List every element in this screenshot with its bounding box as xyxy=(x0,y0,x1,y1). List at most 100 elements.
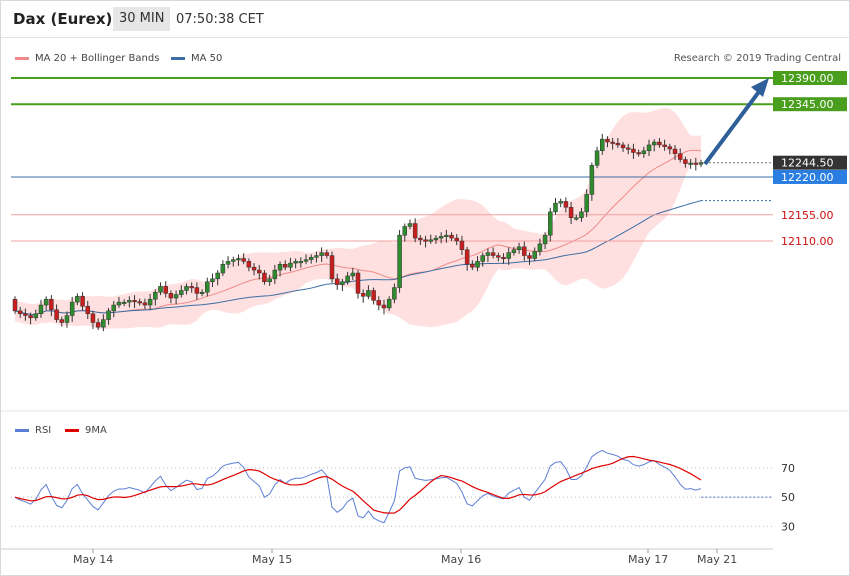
candle-body xyxy=(625,147,631,150)
candle-body xyxy=(28,315,33,319)
candle-body xyxy=(199,291,205,294)
candle-body xyxy=(574,217,579,220)
candle-body xyxy=(329,255,335,280)
rsi-tick-label: 70 xyxy=(781,462,795,475)
candle-body xyxy=(75,296,80,303)
rsi-swatch xyxy=(15,428,29,432)
candle-body xyxy=(54,309,59,320)
candle-body xyxy=(111,304,116,312)
candle-body xyxy=(314,255,319,258)
candle-body xyxy=(173,294,179,299)
candle-body xyxy=(683,159,688,164)
candle-body xyxy=(511,249,517,253)
candle-body xyxy=(527,255,532,259)
candle-body xyxy=(90,313,96,323)
clock-time: 07:50:38 CET xyxy=(176,12,264,27)
candle-body xyxy=(579,211,584,218)
candle-body xyxy=(501,257,506,260)
candle-body xyxy=(662,144,667,147)
candle-body xyxy=(418,237,423,241)
candle-body xyxy=(464,249,470,265)
candle-body xyxy=(444,234,449,237)
candle-body xyxy=(246,261,252,268)
legend-rsi: RSI xyxy=(15,425,51,436)
candle-body xyxy=(516,246,522,250)
candle-body xyxy=(132,300,137,303)
candle-body xyxy=(43,298,49,306)
candle-body xyxy=(542,234,548,245)
x-tick-label: May 17 xyxy=(628,553,668,566)
rsi-label: RSI xyxy=(35,425,52,436)
candle-body xyxy=(184,286,189,291)
candle-body xyxy=(371,290,376,301)
forecast-arrow xyxy=(703,87,763,166)
price-tag-bg xyxy=(773,169,847,184)
price-tag-text: 12220.00 xyxy=(781,171,834,184)
price-tag-text: 12155.00 xyxy=(781,209,834,222)
candle-body xyxy=(376,300,382,306)
candle-body xyxy=(610,141,615,144)
candle-body xyxy=(64,315,70,323)
candle-body xyxy=(319,252,324,256)
candle-body xyxy=(386,298,392,309)
instrument-title: Dax (Eurex) xyxy=(13,10,113,28)
candle-body xyxy=(267,278,272,283)
candle-body xyxy=(693,162,699,165)
x-tick-label: May 14 xyxy=(73,553,113,566)
forecast-arrowhead xyxy=(751,78,769,97)
price-tag-text: 12345.00 xyxy=(781,98,834,111)
candle-body xyxy=(667,146,673,150)
candle-body xyxy=(470,264,475,268)
candle-body xyxy=(205,281,210,293)
rsi-line xyxy=(14,449,702,524)
chart-header: Dax (Eurex) 30 MIN 07:50:38 CET xyxy=(1,1,849,38)
legend-ma20: MA 20 + Bollinger Bands xyxy=(15,53,159,64)
candle-body xyxy=(412,223,418,239)
price-tag-bg xyxy=(773,97,847,112)
candle-body xyxy=(366,290,371,297)
candle-body xyxy=(563,201,569,208)
timeframe-button[interactable]: 30 MIN xyxy=(113,7,171,31)
candle-body xyxy=(677,153,683,160)
candle-body xyxy=(532,251,537,259)
x-tick-label: May 16 xyxy=(441,553,481,566)
candle-body xyxy=(236,258,241,261)
candle-body xyxy=(438,236,444,239)
candle-body xyxy=(277,264,283,271)
candle-body xyxy=(672,148,678,154)
candle-body xyxy=(397,234,402,288)
candle-body xyxy=(147,298,153,306)
candle-body xyxy=(210,278,215,283)
candle-body xyxy=(231,259,236,262)
candle-body xyxy=(179,290,184,295)
candle-body xyxy=(454,237,459,242)
candle-body xyxy=(651,141,657,146)
candle-body xyxy=(605,138,610,143)
ma9-swatch xyxy=(65,428,79,432)
candle-body xyxy=(142,302,148,306)
candle-body xyxy=(615,142,621,146)
price-tag-text: 12110.00 xyxy=(781,235,834,248)
candle-body xyxy=(85,305,91,315)
candle-body xyxy=(428,239,434,242)
candle-body xyxy=(345,275,350,282)
candle-body xyxy=(293,261,298,264)
candle-body xyxy=(168,293,174,299)
candle-body xyxy=(38,304,44,315)
candle-body xyxy=(262,272,267,282)
candle-body xyxy=(251,266,257,271)
rsi-ma9-line xyxy=(14,455,702,514)
candle-body xyxy=(163,286,168,294)
candle-body xyxy=(303,259,309,262)
candle-body xyxy=(657,141,662,146)
price-tag-bg xyxy=(773,155,847,170)
candle-body xyxy=(594,150,600,166)
candle-body xyxy=(101,319,106,328)
candle-body xyxy=(360,293,366,297)
candle-body xyxy=(589,165,595,195)
rsi-tick-label: 50 xyxy=(781,491,795,504)
candle-body xyxy=(402,226,408,236)
candle-body xyxy=(392,287,397,300)
